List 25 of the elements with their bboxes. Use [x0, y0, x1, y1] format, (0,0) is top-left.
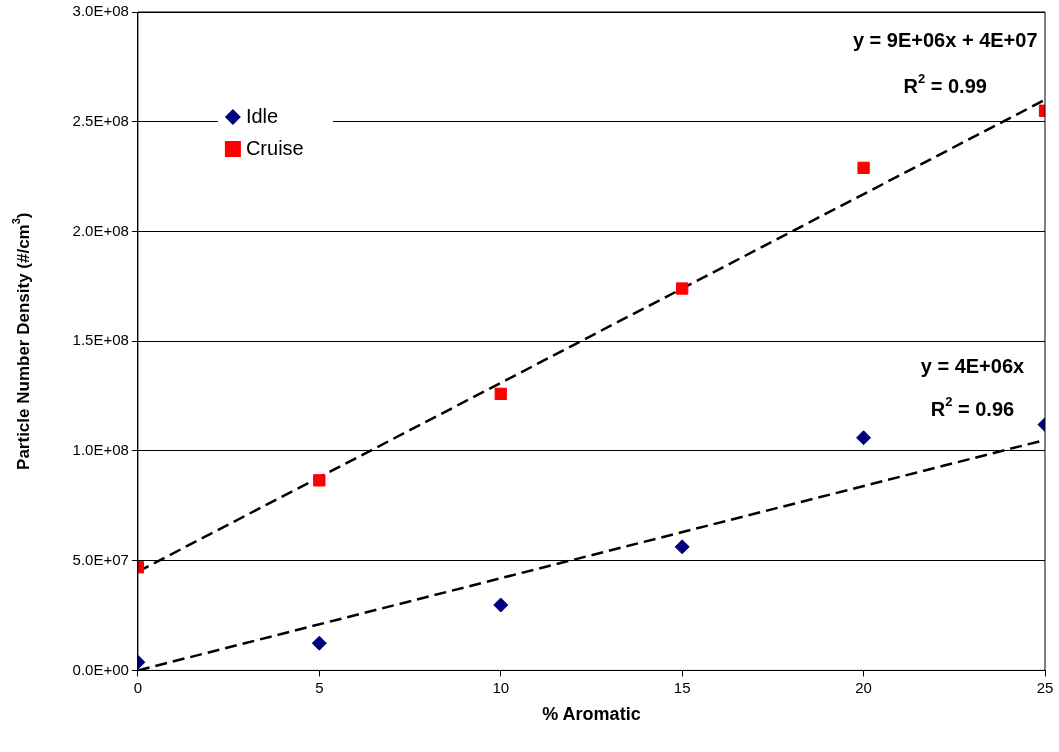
- y-tick-label: 1.0E+08: [72, 441, 129, 459]
- x-tick-label: 10: [492, 678, 510, 696]
- y-tick-label: 2.5E+08: [72, 111, 129, 129]
- point: [674, 539, 690, 555]
- annotation: y = 4E+06x: [920, 355, 1025, 378]
- legend-label: Cruise: [245, 136, 304, 159]
- y-tick-label: 5.0E+07: [72, 550, 129, 568]
- y-tick-label: 0.0E+00: [72, 660, 129, 678]
- point: [313, 474, 326, 487]
- annotation: y = 9E+06x + 4E+07: [852, 29, 1038, 52]
- point: [676, 282, 689, 295]
- point: [857, 161, 870, 174]
- x-tick-label: 15: [673, 678, 691, 696]
- legend-label: Idle: [245, 104, 279, 127]
- point: [494, 387, 507, 401]
- x-tick-label: 20: [855, 678, 872, 696]
- x-tick-label: 25: [1036, 678, 1054, 696]
- x-tick-label: 5: [315, 678, 324, 696]
- y-tick-label: 2.0E+08: [72, 221, 129, 239]
- x-tick-label: 0: [133, 678, 143, 696]
- y-tick-label: 1.5E+08: [72, 331, 129, 349]
- y-tick-label: 3.0E+08: [72, 2, 129, 20]
- point: [493, 597, 509, 613]
- x-axis-title: % Aromatic: [542, 704, 641, 725]
- y-axis-title: Particle Number Density (#/cm3): [10, 212, 33, 470]
